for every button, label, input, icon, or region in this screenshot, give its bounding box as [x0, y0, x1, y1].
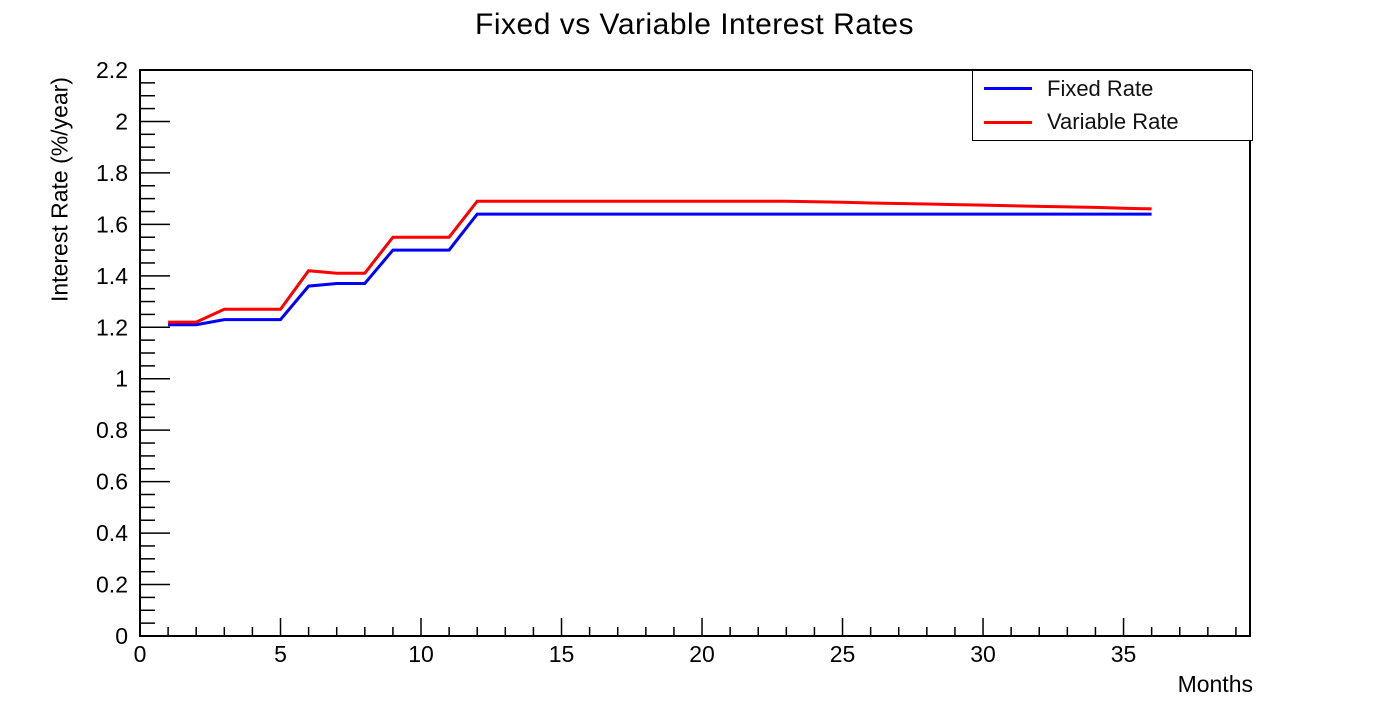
y-tick-label: 1.8	[96, 160, 128, 186]
x-tick-label: 35	[1111, 641, 1137, 667]
y-tick-label: 0.8	[96, 417, 128, 443]
y-tick-label: 0.4	[96, 520, 128, 546]
fixed-rate-line	[168, 212, 1152, 327]
legend: Fixed Rate Variable Rate	[972, 70, 1253, 141]
y-axis-title: Interest Rate (%/year)	[46, 77, 73, 303]
plot-frame	[139, 69, 1251, 637]
chart-title: Fixed vs Variable Interest Rates	[475, 8, 914, 41]
legend-label-variable-rate: Variable Rate	[1047, 109, 1179, 135]
legend-item-fixed-rate: Fixed Rate	[973, 73, 1252, 105]
x-tick-label: 25	[830, 641, 856, 667]
y-tick-label: 1	[115, 366, 128, 392]
variable-rate-line-swatch	[984, 120, 1032, 124]
x-tick-label: 15	[549, 641, 575, 667]
y-tick-label: 1.4	[96, 263, 128, 289]
fixed-rate-line-swatch	[984, 87, 1032, 91]
legend-label-fixed-rate: Fixed Rate	[1047, 75, 1154, 101]
x-tick-label: 0	[134, 641, 147, 667]
x-tick-label: 10	[408, 641, 434, 667]
legend-item-variable-rate: Variable Rate	[973, 106, 1252, 138]
x-tick-label: 5	[274, 641, 287, 667]
y-tick-label: 0	[115, 623, 128, 649]
x-axis-title: Months	[1177, 671, 1253, 697]
variable-rate-line	[168, 199, 1152, 324]
y-tick-label: 0.2	[96, 572, 128, 598]
x-tick-label: 30	[970, 641, 996, 667]
y-tick-label: 2.2	[96, 57, 128, 83]
y-tick-label: 2	[115, 108, 128, 134]
y-tick-label: 0.6	[96, 469, 128, 495]
y-tick-label: 1.6	[96, 211, 128, 237]
y-tick-label: 1.2	[96, 314, 128, 340]
x-tick-label: 20	[689, 641, 715, 667]
